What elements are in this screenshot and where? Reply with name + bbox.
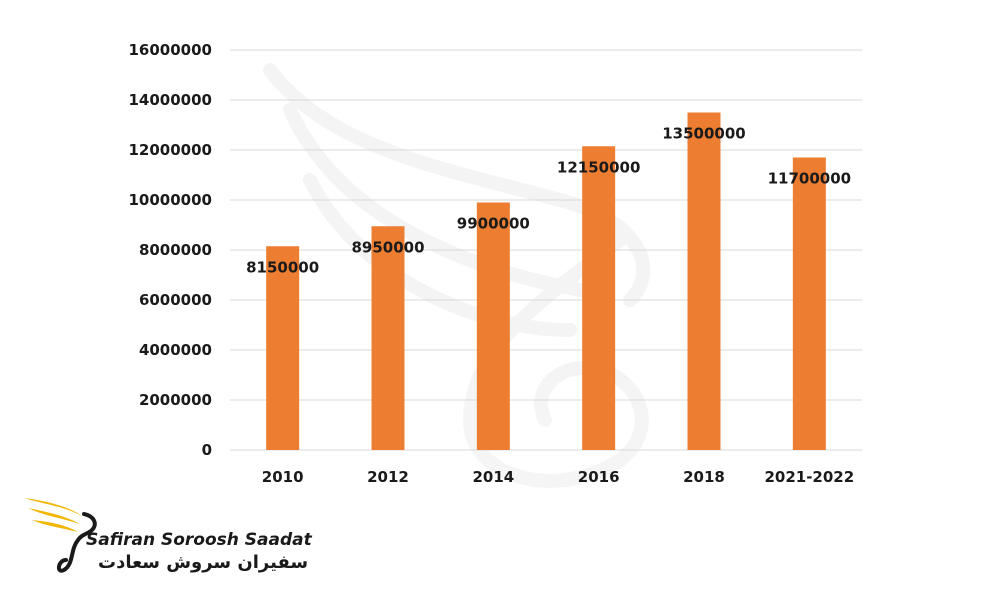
x-tick-label: 2016: [578, 468, 620, 486]
bar: [476, 202, 510, 450]
data-label: 8950000: [351, 238, 424, 256]
bar: [371, 226, 405, 450]
data-labels: 8150000 8950000 9900000 12150000 13500000 117…: [246, 125, 851, 277]
x-tick-label: 2010: [262, 468, 304, 486]
bar: [687, 112, 721, 450]
x-tick-label: 2012: [367, 468, 409, 486]
y-tick-label: 12000000: [129, 141, 213, 159]
phoenix-logo-icon: [24, 498, 97, 573]
brand-name-english: Safiran Soroosh Saadat: [86, 530, 312, 550]
y-tick-label: 8000000: [139, 241, 212, 259]
bar: [792, 157, 826, 450]
data-label: 9900000: [457, 215, 530, 233]
bar: [266, 246, 300, 450]
brand-logo: Safiran Soroosh Saadat سفیران سروش سعادت: [22, 494, 312, 580]
x-axis-ticks: 2010 2012 2014 2016 2018 2021-2022: [262, 468, 854, 486]
x-tick-label: 2021-2022: [764, 468, 854, 486]
grid-lines: [230, 49, 862, 451]
data-label: 11700000: [768, 170, 852, 188]
x-tick-label: 2014: [472, 468, 514, 486]
data-label: 13500000: [662, 125, 746, 143]
y-tick-label: 14000000: [129, 91, 213, 109]
y-tick-label: 10000000: [129, 191, 213, 209]
y-axis-ticks: 0 2000000 4000000 6000000 8000000 10000000 120…: [129, 41, 213, 459]
bar: [582, 146, 616, 450]
brand-name-persian: سفیران سروش سعادت: [98, 552, 309, 573]
x-tick-label: 2018: [683, 468, 725, 486]
y-tick-label: 16000000: [129, 41, 213, 59]
data-label: 12150000: [557, 158, 641, 176]
y-tick-label: 6000000: [139, 291, 212, 309]
bars: [266, 112, 826, 450]
y-tick-label: 4000000: [139, 341, 212, 359]
y-tick-label: 0: [202, 441, 212, 459]
y-tick-label: 2000000: [139, 391, 212, 409]
data-label: 8150000: [246, 258, 319, 276]
